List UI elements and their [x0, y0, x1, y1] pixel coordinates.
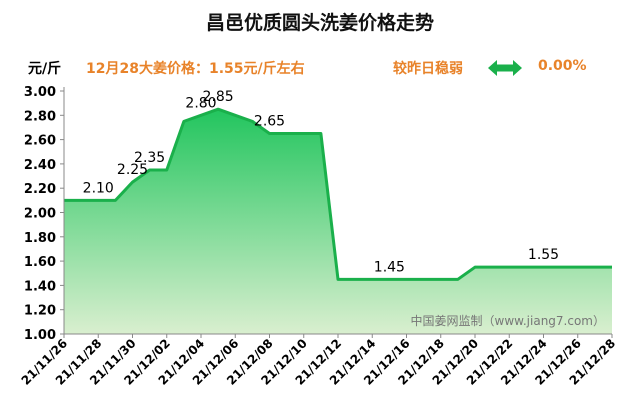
- data-label: 2.25: [117, 162, 148, 178]
- y-tick-label: 1.00: [24, 328, 56, 343]
- y-tick-label: 2.80: [24, 109, 56, 124]
- y-tick-label: 1.40: [24, 279, 56, 294]
- data-label: 2.35: [134, 150, 165, 166]
- y-tick-label: 2.00: [24, 207, 56, 222]
- data-label: 1.45: [374, 259, 405, 275]
- area-fill: [64, 109, 612, 334]
- left-right-arrow-icon: [488, 60, 522, 76]
- data-label: 1.55: [528, 247, 559, 263]
- y-tick-label: 1.20: [24, 304, 56, 319]
- y-tick-label: 2.40: [24, 158, 56, 173]
- y-tick-label: 1.60: [24, 255, 56, 270]
- compare-text: 较昨日稳弱: [393, 61, 463, 77]
- change-percent: 0.00%: [538, 58, 587, 74]
- data-label: 2.65: [254, 114, 285, 130]
- data-label: 2.80: [185, 95, 216, 111]
- unit-label: 元/斤: [28, 61, 62, 77]
- y-tick-label: 1.80: [24, 231, 56, 246]
- series-line: [64, 107, 612, 281]
- data-label: 2.85: [203, 89, 234, 105]
- price-note: 12月28大姜价格：1.55元/斤左右: [86, 61, 305, 77]
- watermark-text: 中国姜网监制（www.jiang7.com）: [411, 313, 605, 328]
- data-label: 2.10: [83, 180, 114, 196]
- y-tick-label: 3.00: [24, 85, 56, 100]
- y-tick-label: 2.60: [24, 134, 56, 149]
- chart-title: 昌邑优质圆头洗姜价格走势: [205, 12, 434, 34]
- y-tick-label: 2.20: [24, 182, 56, 197]
